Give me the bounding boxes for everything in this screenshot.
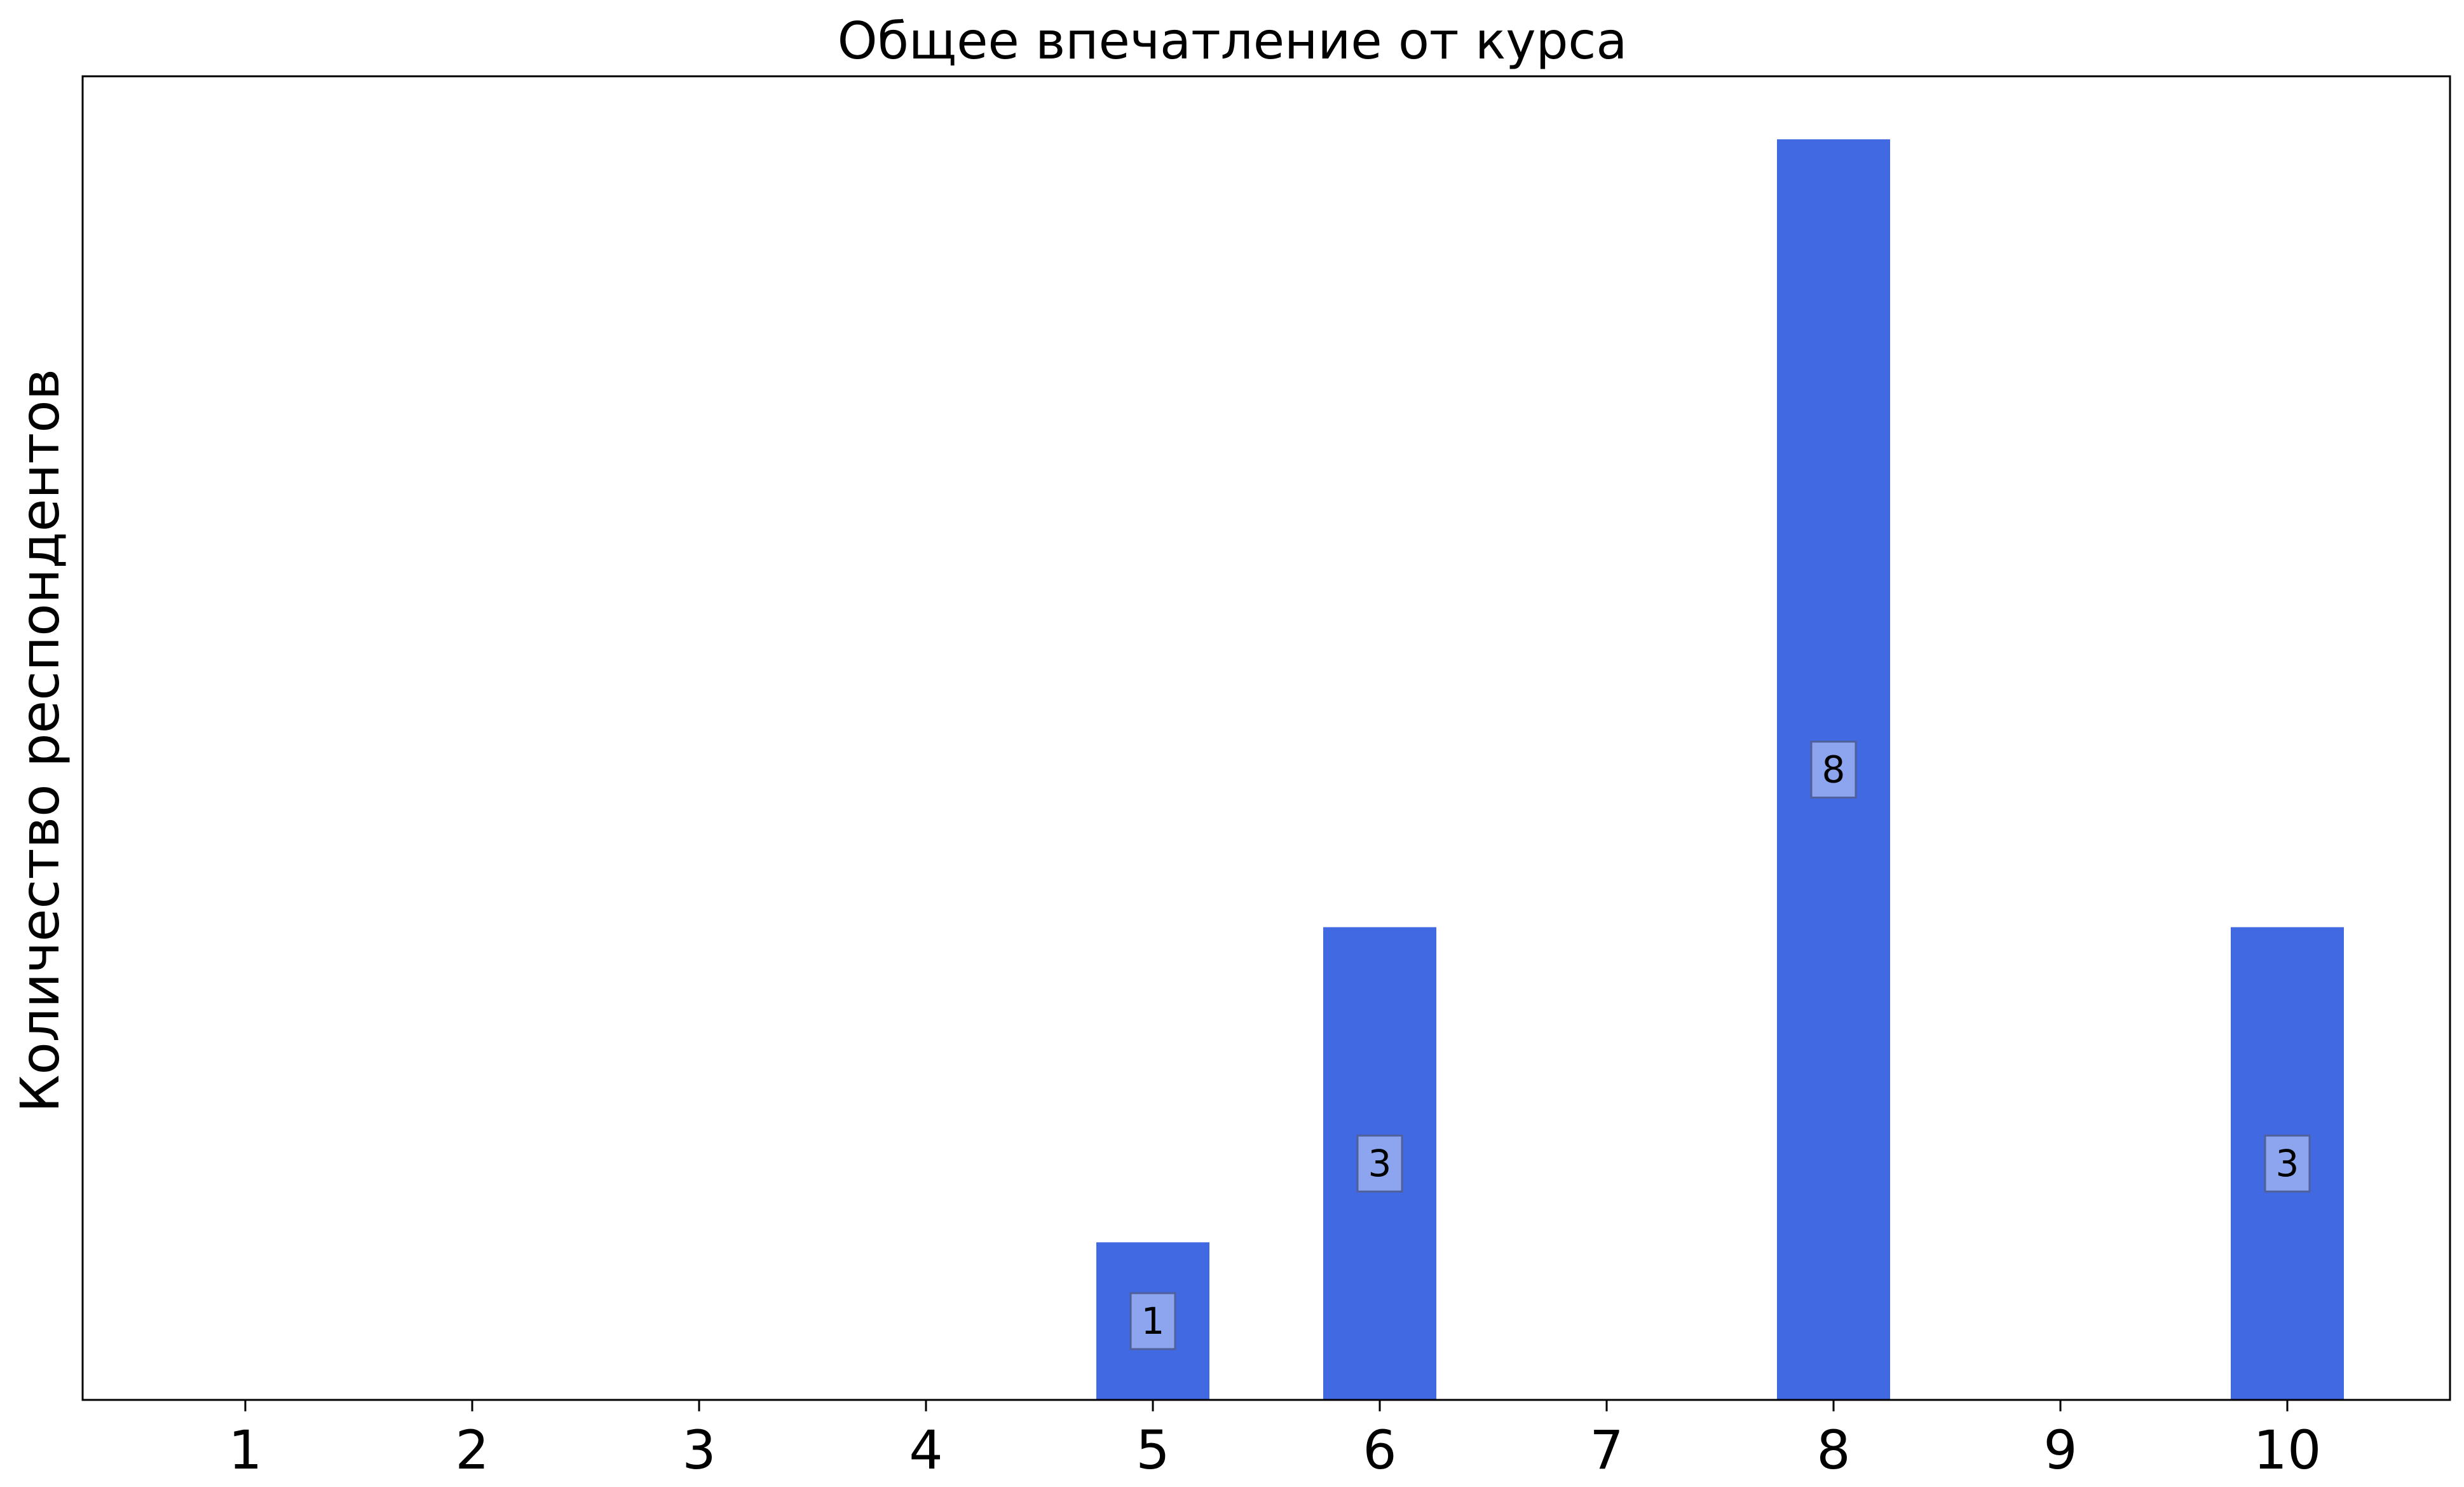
- data-label-text-10: 3: [2276, 1142, 2299, 1185]
- data-label-6: 3: [1356, 1134, 1403, 1193]
- x-tick-label-10: 10: [2254, 1419, 2322, 1481]
- x-tick-label-3: 3: [682, 1419, 716, 1481]
- x-tick-label-1: 1: [228, 1419, 262, 1481]
- x-tick-label-5: 5: [1136, 1419, 1169, 1481]
- data-label-8: 8: [1810, 741, 1857, 799]
- x-tick-label-6: 6: [1363, 1419, 1396, 1481]
- x-tick-label-4: 4: [909, 1419, 943, 1481]
- x-tick-label-7: 7: [1589, 1419, 1623, 1481]
- x-tick-label-9: 9: [2043, 1419, 2077, 1481]
- data-label-box-5: [1129, 1292, 1176, 1350]
- data-label-box-8: [1810, 741, 1857, 799]
- data-label-5: 1: [1129, 1292, 1176, 1350]
- x-tick-label-2: 2: [455, 1419, 489, 1481]
- y-axis-label: Количество респондентов: [9, 369, 71, 1113]
- chart-title: Общее впечатление от курса: [838, 11, 1628, 71]
- x-tick-label-8: 8: [1816, 1419, 1850, 1481]
- data-label-box-6: [1356, 1134, 1403, 1193]
- data-label-text-6: 3: [1368, 1142, 1392, 1185]
- data-label-text-8: 8: [1822, 748, 1846, 791]
- plot-frame: [81, 75, 2451, 1401]
- data-label-10: 3: [2264, 1134, 2311, 1193]
- data-label-box-10: [2264, 1134, 2311, 1193]
- data-label-text-5: 1: [1141, 1299, 1165, 1343]
- x-axis-ticks: 1 2 3 4 5 6 7 8 9 10: [228, 1400, 2321, 1481]
